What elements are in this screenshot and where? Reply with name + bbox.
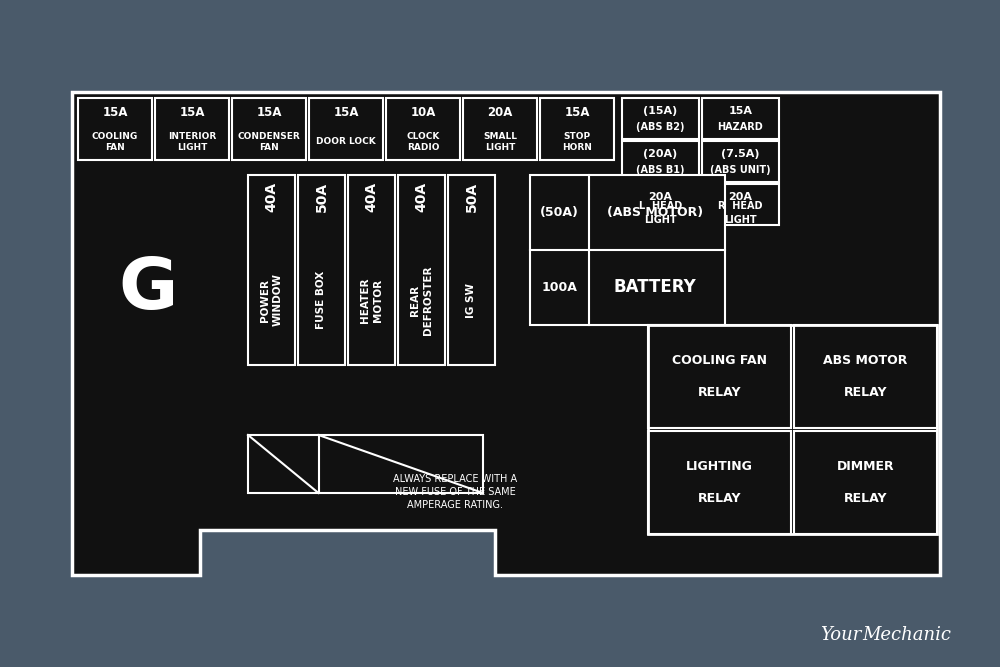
Text: ALWAYS REPLACE WITH A
NEW FUSE OF THE SAME
AMPERAGE RATING.: ALWAYS REPLACE WITH A NEW FUSE OF THE SA…	[393, 474, 517, 510]
Text: REAR
DEFROSTER: REAR DEFROSTER	[410, 265, 433, 335]
Text: L  HEAD
LIGHT: L HEAD LIGHT	[639, 201, 682, 225]
Bar	[622, 141, 699, 182]
Text: 20A: 20A	[648, 192, 672, 202]
Bar	[530, 175, 725, 325]
Bar	[702, 141, 779, 182]
Text: IG SW: IG SW	[466, 283, 477, 317]
Text: 100A: 100A	[541, 281, 577, 294]
Text: 20A: 20A	[487, 107, 513, 119]
Bar	[348, 175, 395, 365]
Bar	[648, 325, 791, 428]
Text: 40A: 40A	[415, 182, 428, 212]
Text: 15A: 15A	[179, 107, 205, 119]
Text: INTERIOR
LIGHT: INTERIOR LIGHT	[168, 131, 216, 152]
Text: LIGHTING

RELAY: LIGHTING RELAY	[686, 460, 753, 505]
Text: (ABS B1): (ABS B1)	[636, 165, 685, 175]
Text: BATTERY: BATTERY	[613, 279, 696, 297]
Bar	[386, 98, 460, 160]
Bar	[155, 98, 229, 160]
Text: 15A: 15A	[564, 107, 590, 119]
Text: DOOR LOCK: DOOR LOCK	[316, 137, 376, 147]
Text: (ABS UNIT): (ABS UNIT)	[710, 165, 771, 175]
Text: R  HEAD
LIGHT: R HEAD LIGHT	[718, 201, 763, 225]
Text: HAZARD: HAZARD	[718, 122, 763, 132]
Text: (50A): (50A)	[540, 206, 579, 219]
Text: 40A: 40A	[264, 182, 278, 212]
Text: COOLING FAN

RELAY: COOLING FAN RELAY	[672, 354, 767, 399]
Text: 40A: 40A	[364, 182, 378, 212]
Bar	[540, 98, 614, 160]
Text: 50A: 50A	[464, 182, 479, 212]
Bar	[648, 431, 791, 534]
Bar	[448, 175, 495, 365]
Text: Your: Your	[820, 626, 861, 644]
Text: 20A: 20A	[728, 192, 753, 202]
Text: CONDENSER
FAN: CONDENSER FAN	[238, 131, 300, 152]
Bar	[463, 98, 537, 160]
Bar	[309, 98, 383, 160]
Text: POWER
WINDOW: POWER WINDOW	[260, 273, 283, 327]
Bar	[298, 175, 345, 365]
Text: 15A: 15A	[256, 107, 282, 119]
Bar	[702, 98, 779, 139]
Text: DIMMER

RELAY: DIMMER RELAY	[837, 460, 894, 505]
Text: (15A): (15A)	[643, 106, 678, 116]
Bar	[622, 98, 699, 139]
Bar	[248, 435, 483, 493]
Text: 15A: 15A	[728, 106, 753, 116]
Polygon shape	[72, 92, 940, 575]
Bar	[794, 431, 937, 534]
Bar	[248, 175, 295, 365]
Bar	[648, 325, 937, 534]
Bar	[78, 98, 152, 160]
Text: ABS MOTOR

RELAY: ABS MOTOR RELAY	[823, 354, 908, 399]
Text: (ABS B2): (ABS B2)	[636, 122, 685, 132]
Bar	[794, 325, 937, 428]
Bar	[232, 98, 306, 160]
Text: CLOCK
RADIO: CLOCK RADIO	[406, 131, 440, 152]
Text: SMALL
LIGHT: SMALL LIGHT	[483, 131, 517, 152]
Text: Mechanic: Mechanic	[862, 626, 951, 644]
Text: 50A: 50A	[314, 182, 328, 212]
Text: 15A: 15A	[333, 107, 359, 119]
Text: STOP
HORN: STOP HORN	[562, 131, 592, 152]
Text: HEATER
MOTOR: HEATER MOTOR	[360, 277, 383, 323]
Text: FUSE BOX: FUSE BOX	[316, 271, 326, 329]
Bar	[398, 175, 445, 365]
Bar	[702, 184, 779, 225]
Text: (ABS MOTOR): (ABS MOTOR)	[607, 206, 703, 219]
Text: 15A: 15A	[102, 107, 128, 119]
Text: (20A): (20A)	[643, 149, 678, 159]
Text: G: G	[118, 255, 178, 325]
Text: 10A: 10A	[410, 107, 436, 119]
Text: COOLING
FAN: COOLING FAN	[92, 131, 138, 152]
Bar	[622, 184, 699, 225]
Text: (7.5A): (7.5A)	[721, 149, 760, 159]
